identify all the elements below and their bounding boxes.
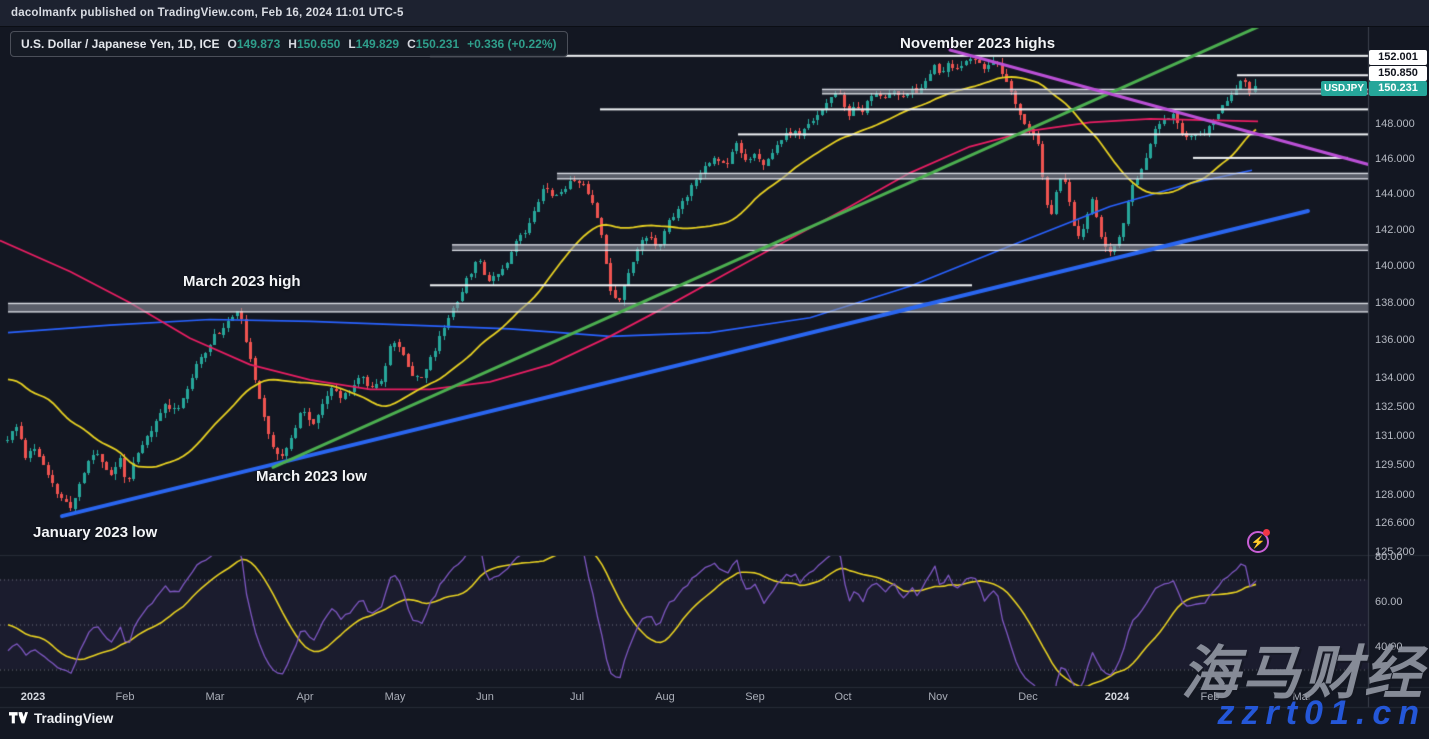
rsi-axis-label: 80.00 — [1375, 551, 1403, 563]
time-axis-month-label: May — [384, 691, 406, 703]
time-axis-month-label: Nov — [928, 691, 948, 703]
annotation-march-2023-high: March 2023 high — [183, 273, 301, 290]
publish-info-text: dacolmanfx published on TradingView.com,… — [11, 7, 404, 19]
price-axis-label: 144.000 — [1375, 188, 1415, 201]
watermark-url: zzrt01.cn — [1217, 694, 1426, 732]
price-axis-label: 138.000 — [1375, 296, 1415, 309]
notification-dot — [1263, 529, 1270, 536]
tradingview-logo-text: TradingView — [34, 711, 114, 726]
price-axis-label: 129.500 — [1375, 459, 1415, 472]
time-axis-year-label: 2024 — [1104, 691, 1130, 703]
price-axis[interactable]: 154.000148.000146.000144.000142.000140.0… — [1321, 0, 1429, 707]
ohlc-open: O 149.873 — [227, 37, 281, 51]
price-axis-label: 126.600 — [1375, 517, 1415, 530]
rsi-axis-label: 60.00 — [1375, 596, 1403, 608]
time-axis[interactable]: 2023 Feb Mar Apr May Jun Jul Aug Sep Oct Nov Dec 202… — [0, 687, 1429, 707]
price-axis-label: 125.200 — [1375, 545, 1415, 558]
time-axis-month-label: Jun — [476, 691, 494, 703]
symbol-title: U.S. Dollar / Japanese Yen, 1D, ICE — [21, 37, 220, 51]
price-axis-label: 146.000 — [1375, 152, 1415, 165]
last-price-tag: 150.231 — [1369, 81, 1427, 96]
annotation-november-2023-highs: November 2023 highs — [900, 35, 1056, 52]
time-axis-month-label: Sep — [745, 691, 765, 703]
tradingview-logo-icon — [9, 711, 28, 723]
price-axis-label: 128.000 — [1375, 489, 1415, 502]
watermark-chinese: 海马财经 — [1180, 641, 1425, 706]
price-change: +0.336 (+0.22%) — [467, 37, 557, 51]
ohlc-low: L 149.829 — [348, 37, 400, 51]
publish-header: dacolmanfx published on TradingView.com,… — [0, 0, 1429, 27]
time-axis-month-label: Mar — [1292, 691, 1312, 703]
time-axis-month-label: Oct — [834, 691, 852, 703]
lightning-icon: ⚡ — [1250, 535, 1266, 549]
price-axis-label: 132.500 — [1375, 400, 1415, 413]
annotation-march-2023-low: March 2023 low — [256, 468, 367, 485]
price-axis-label: 148.000 — [1375, 118, 1415, 130]
annotation-january-2023-low: January 2023 low — [33, 524, 158, 541]
ohlc-close: C 150.231 — [407, 37, 460, 51]
price-axis-label: 134.000 — [1375, 371, 1415, 384]
price-axis-label: 136.000 — [1375, 334, 1415, 347]
price-axis-label: 140.000 — [1375, 260, 1415, 273]
tradingview-logo[interactable]: TradingView — [9, 711, 113, 726]
rsi-axis[interactable]: 80.00 60.00 40.00 — [1368, 545, 1429, 685]
level-price-tag: 150.850 — [1369, 66, 1427, 81]
level-price-tag: 152.001 — [1369, 50, 1427, 65]
time-axis-month-label: Feb — [115, 691, 135, 703]
rsi-axis-label: 40.00 — [1375, 641, 1403, 653]
time-axis-month-label: Dec — [1018, 691, 1038, 703]
time-axis-month-label: Aug — [655, 691, 675, 703]
symbol-legend[interactable]: U.S. Dollar / Japanese Yen, 1D, ICE O 149… — [10, 31, 568, 57]
price-axis-label: 142.000 — [1375, 223, 1415, 236]
time-axis-year-label: 2023 — [20, 691, 46, 703]
time-axis-month-label: Jul — [569, 691, 585, 703]
time-axis-month-label: Apr — [296, 691, 314, 703]
price-axis-label: 131.000 — [1375, 429, 1415, 442]
flash-reaction-icon[interactable]: ⚡ — [1247, 529, 1270, 553]
symbol-price-badge: USDJPY — [1321, 81, 1367, 96]
time-axis-month-label: Feb — [1200, 691, 1220, 703]
ohlc-high: H 150.650 — [288, 37, 341, 51]
time-axis-month-label: Mar — [205, 691, 225, 703]
